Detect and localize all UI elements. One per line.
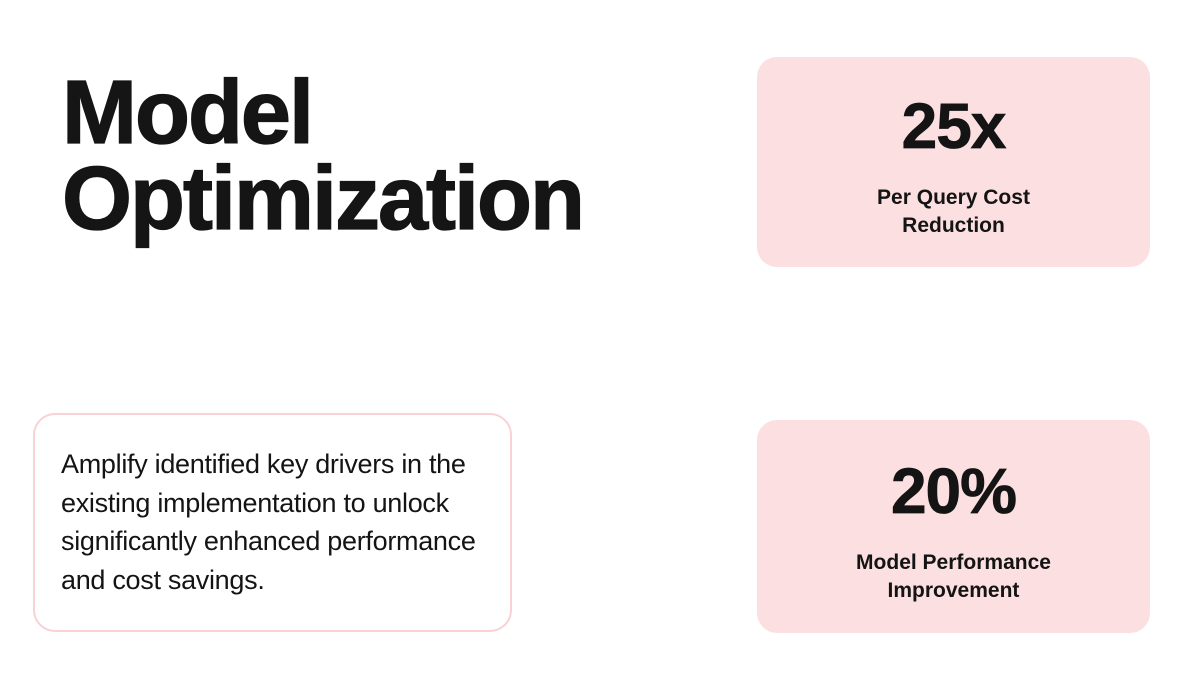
stat-card-cost-reduction: 25x Per Query Cost Reduction: [757, 57, 1150, 267]
stat-label-line: Reduction: [902, 214, 1005, 237]
stat-label-line: Per Query Cost: [877, 186, 1030, 209]
page-title: Model Optimization: [61, 63, 585, 249]
stat-label-line: Improvement: [887, 578, 1020, 602]
stat-label: Model Performance Improvement: [856, 549, 1051, 605]
stat-label: Per Query Cost Reduction: [877, 184, 1030, 240]
stat-card-performance-improvement: 20% Model Performance Improvement: [757, 420, 1150, 633]
description-text: Amplify identified key drivers in the ex…: [61, 449, 476, 595]
stat-label-line: Model Performance: [856, 550, 1051, 574]
description-card: Amplify identified key drivers in the ex…: [33, 413, 512, 632]
stat-value: 25x: [901, 90, 1007, 162]
stat-value: 20%: [890, 454, 1018, 527]
